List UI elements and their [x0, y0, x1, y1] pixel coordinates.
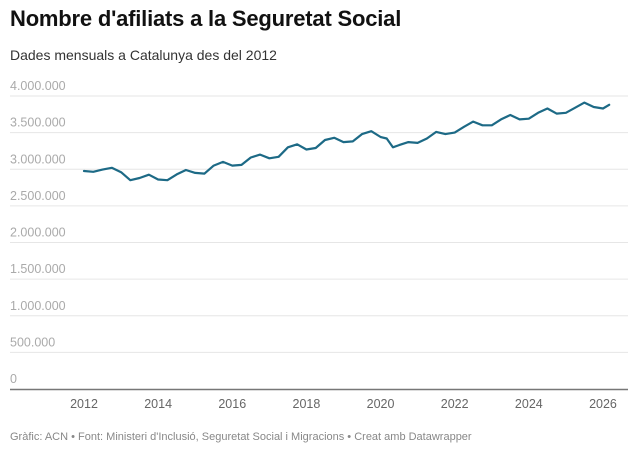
data-point: [333, 137, 335, 139]
data-point: [370, 130, 372, 132]
data-point: [92, 171, 94, 173]
data-point: [222, 161, 224, 163]
data-point: [546, 107, 548, 110]
data-point: [444, 133, 447, 135]
x-tick-label: 2016: [218, 397, 246, 411]
data-point: [139, 177, 141, 179]
data-point: [463, 126, 465, 128]
y-tick-label: 500.000: [10, 335, 55, 349]
data-point: [240, 164, 243, 166]
data-point: [305, 148, 308, 151]
x-tick-label: 2012: [70, 397, 98, 411]
data-point: [194, 172, 196, 174]
y-tick-label: 3.000.000: [10, 152, 66, 166]
data-point: [157, 178, 159, 181]
data-point: [166, 179, 169, 181]
data-point: [528, 118, 530, 120]
data-point: [315, 147, 317, 149]
data-point: [324, 139, 326, 141]
data-point: [518, 118, 521, 121]
y-tick-label: 3.500.000: [10, 116, 66, 130]
data-point: [203, 173, 206, 175]
data-point: [120, 171, 122, 173]
y-tick-label: 2.500.000: [10, 189, 66, 203]
data-point: [608, 104, 610, 106]
data-point: [537, 112, 539, 114]
data-point: [472, 121, 474, 123]
x-tick-label: 2020: [367, 397, 395, 411]
data-point: [129, 179, 131, 181]
data-point: [386, 137, 388, 140]
y-tick-label: 4.000.000: [10, 79, 66, 93]
data-point: [185, 169, 187, 171]
x-tick-label: 2024: [515, 397, 543, 411]
data-point: [417, 142, 419, 144]
y-tick-label: 1.500.000: [10, 262, 66, 276]
data-point: [176, 173, 178, 175]
data-point: [509, 114, 511, 116]
data-point: [500, 118, 502, 121]
data-point: [435, 131, 437, 133]
x-tick-label: 2018: [293, 397, 321, 411]
data-point: [231, 164, 233, 167]
data-point: [556, 112, 558, 115]
data-point: [565, 112, 567, 114]
data-point: [148, 174, 150, 176]
data-point: [379, 136, 382, 138]
data-point: [407, 141, 409, 143]
data-point: [101, 169, 104, 171]
data-point: [593, 106, 595, 108]
y-tick-label: 2.000.000: [10, 226, 66, 240]
data-point: [361, 133, 363, 135]
data-point: [602, 107, 604, 110]
data-point: [426, 137, 428, 140]
data-point: [352, 140, 354, 143]
chart-subtitle: Dades mensuals a Catalunya des del 2012: [10, 47, 277, 63]
data-point: [392, 146, 394, 148]
data-point: [287, 146, 289, 148]
x-tick-label: 2014: [144, 397, 172, 411]
x-tick-label: 2026: [589, 397, 617, 411]
y-tick-label: 1.000.000: [10, 299, 66, 313]
data-point: [574, 107, 576, 109]
data-point: [111, 167, 113, 169]
data-point: [296, 143, 298, 145]
data-point: [398, 144, 400, 146]
data-point: [213, 164, 215, 167]
data-point: [259, 154, 261, 156]
data-point: [250, 156, 252, 159]
data-point: [268, 157, 270, 159]
data-point: [83, 170, 85, 172]
data-point: [491, 124, 493, 126]
x-tick-label: 2022: [441, 397, 469, 411]
data-point: [278, 156, 280, 158]
chart-footer: Gràfic: ACN • Font: Ministeri d'Inclusió…: [10, 431, 472, 443]
data-point: [454, 132, 456, 134]
chart-title: Nombre d'afiliats a la Seguretat Social: [10, 6, 402, 31]
data-point: [583, 101, 586, 104]
data-point: [342, 141, 345, 143]
series-line: [82, 101, 611, 182]
y-tick-label: 0: [10, 372, 17, 386]
data-point: [481, 124, 484, 126]
